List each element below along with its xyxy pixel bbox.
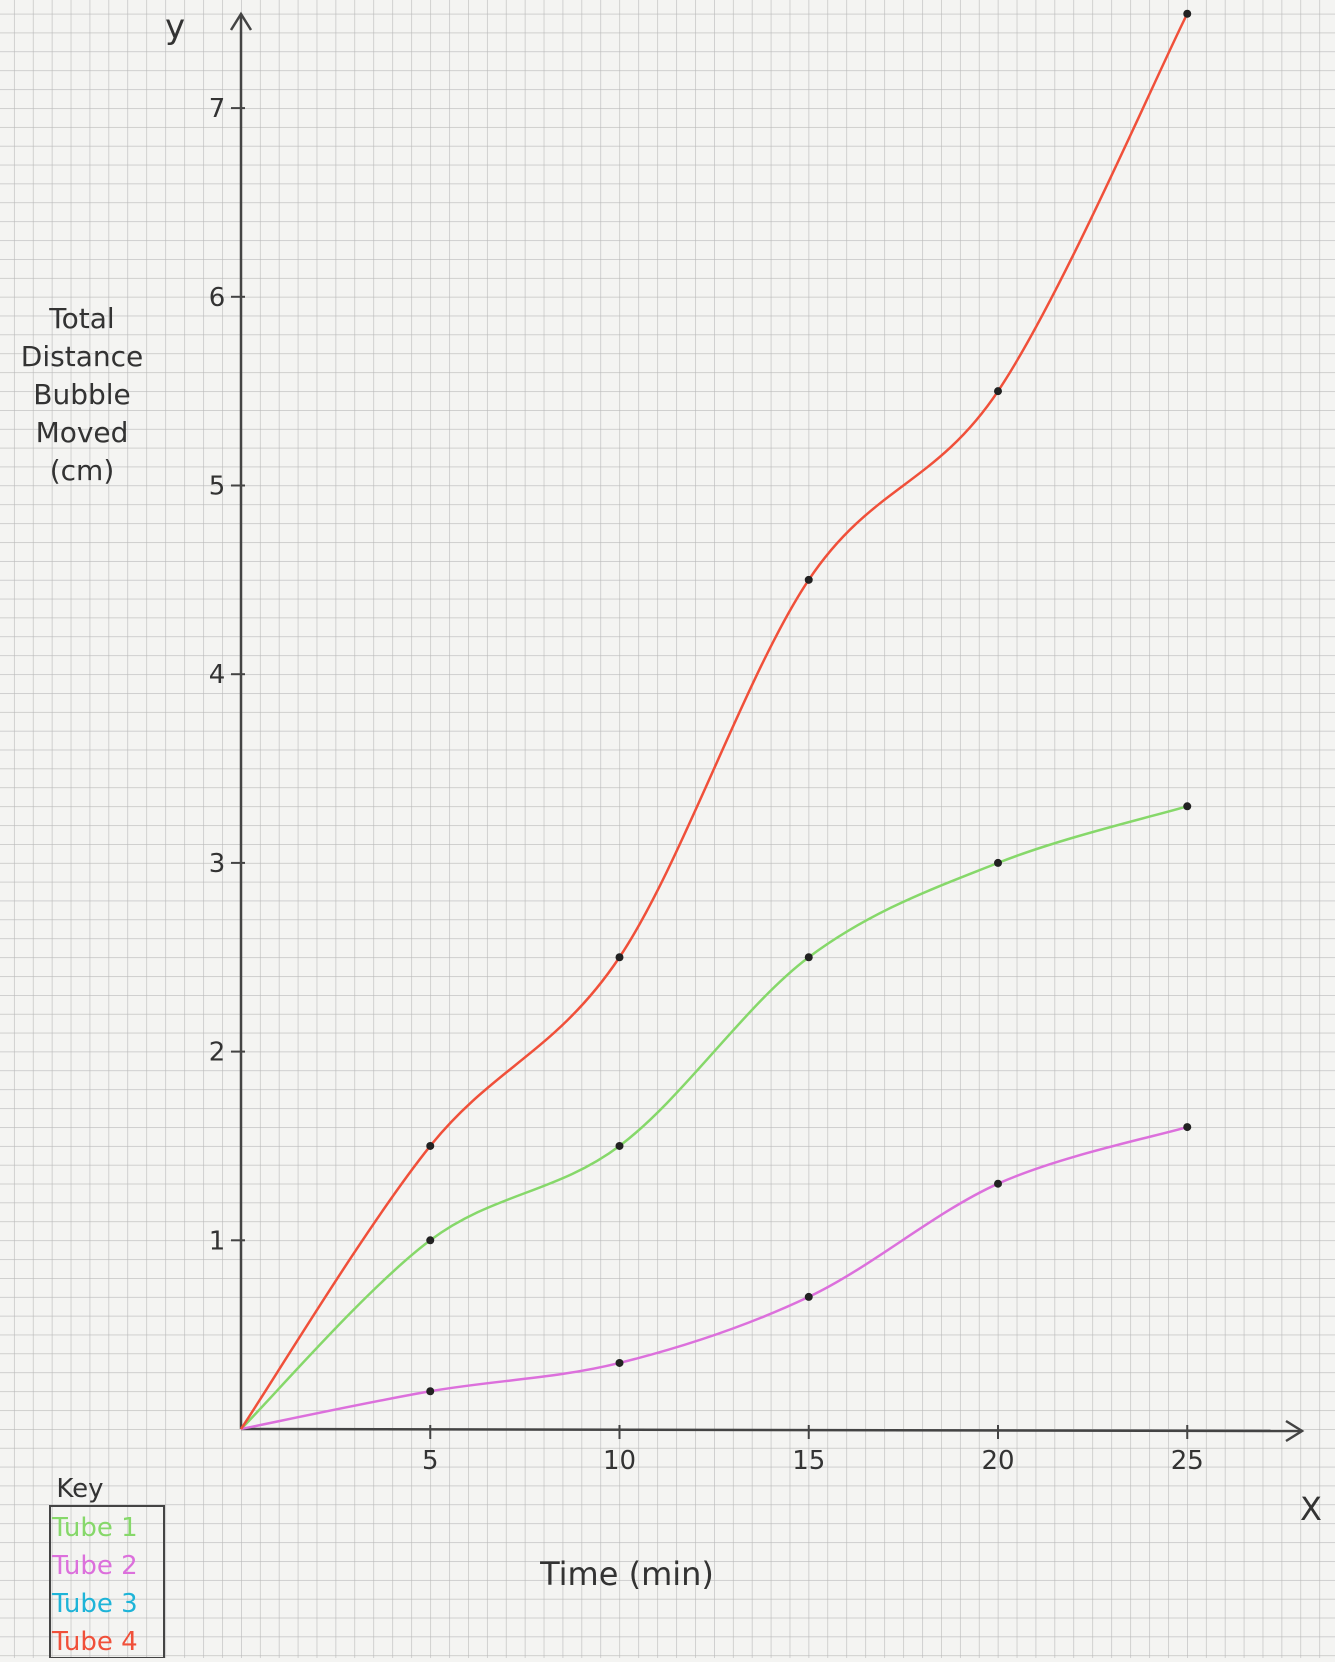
y-axis-label: (cm) bbox=[50, 454, 115, 487]
legend-title: Key bbox=[56, 1474, 103, 1504]
x-tick-label: 25 bbox=[1171, 1446, 1204, 1476]
graph-paper bbox=[0, 0, 1335, 1658]
data-point bbox=[805, 576, 813, 584]
data-point bbox=[1183, 10, 1191, 18]
data-point bbox=[994, 387, 1002, 395]
data-point bbox=[1183, 1123, 1191, 1131]
legend-entry: Tube 2 bbox=[51, 1551, 138, 1581]
y-tick-label: 4 bbox=[209, 660, 226, 690]
x-tick-label: 20 bbox=[981, 1446, 1014, 1476]
y-axis-label: Distance bbox=[21, 340, 143, 373]
data-point bbox=[426, 1387, 434, 1395]
y-tick-label: 2 bbox=[209, 1038, 226, 1068]
legend-entry: Tube 4 bbox=[51, 1627, 138, 1657]
x-axis-label: Time (min) bbox=[539, 1555, 714, 1593]
x-tick-label: 10 bbox=[603, 1446, 636, 1476]
data-point bbox=[805, 953, 813, 961]
y-axis-label: Bubble bbox=[33, 378, 131, 411]
chart: y X Time (min) Key Total Distance Bubble Mo… bbox=[0, 0, 1335, 1658]
data-point bbox=[1183, 802, 1191, 810]
data-point bbox=[805, 1293, 813, 1301]
data-point bbox=[994, 1180, 1002, 1188]
y-axis-label: Total bbox=[48, 302, 114, 335]
y-tick-label: 7 bbox=[209, 94, 226, 124]
legend-entry: Tube 3 bbox=[51, 1589, 138, 1619]
y-tick-label: 1 bbox=[209, 1226, 226, 1256]
y-tick-label: 3 bbox=[209, 849, 226, 879]
data-point bbox=[426, 1142, 434, 1150]
data-point bbox=[426, 1236, 434, 1244]
data-point bbox=[616, 953, 624, 961]
x-axis-name: X bbox=[1300, 1490, 1322, 1528]
y-tick-label: 6 bbox=[209, 283, 226, 313]
x-tick-label: 5 bbox=[422, 1446, 439, 1476]
y-axis-name: y bbox=[165, 7, 185, 47]
y-tick-label: 5 bbox=[209, 472, 226, 502]
x-tick-label: 15 bbox=[792, 1446, 825, 1476]
data-point bbox=[994, 859, 1002, 867]
legend-entry: Tube 1 bbox=[51, 1513, 138, 1543]
y-axis-label: Moved bbox=[36, 416, 129, 449]
data-point bbox=[616, 1359, 624, 1367]
data-point bbox=[616, 1142, 624, 1150]
